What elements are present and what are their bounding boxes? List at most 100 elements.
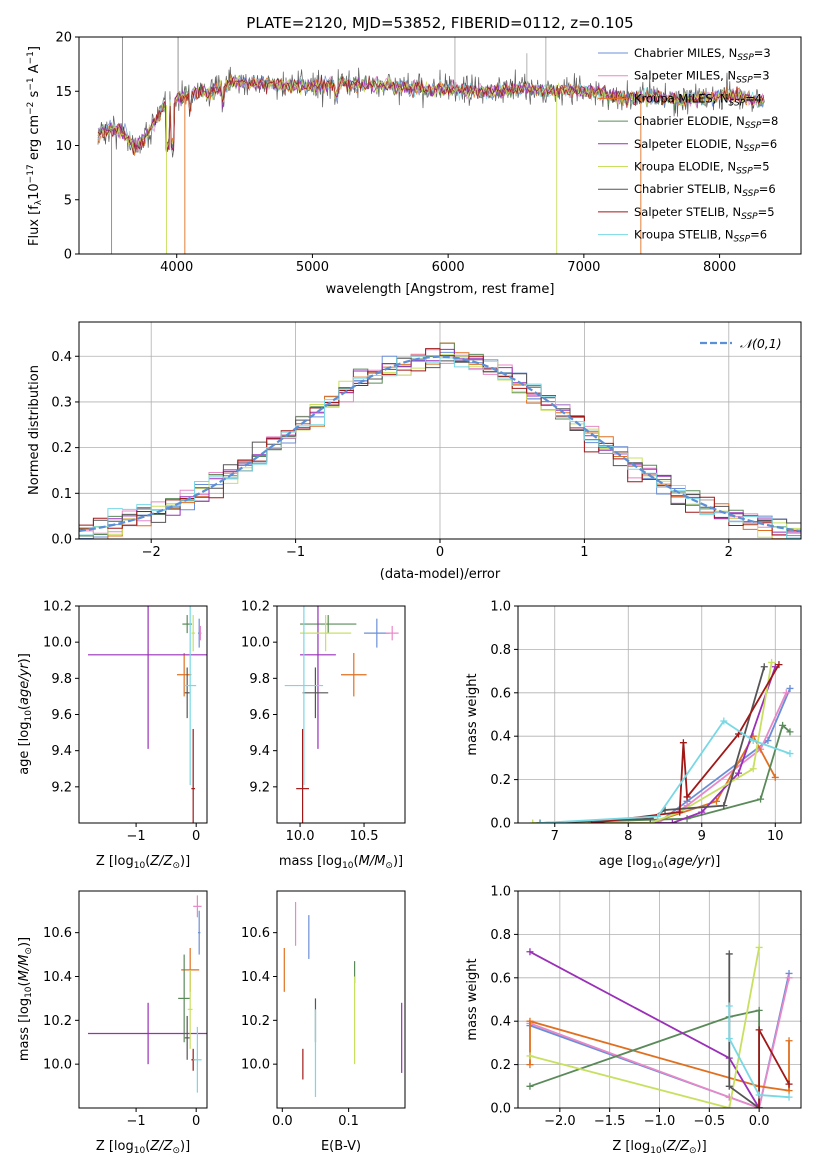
legend-entry: Kroupa ELODIE, NSSP=5 <box>634 160 770 177</box>
label-part: s <box>27 90 42 101</box>
y-tick-label: 0.1 <box>51 487 72 502</box>
weight-marker <box>785 974 793 982</box>
label-part: ( <box>17 981 32 986</box>
weight-marker <box>526 1082 534 1090</box>
weight-marker <box>771 773 779 781</box>
weight-marker <box>725 1035 733 1043</box>
errorbar-point <box>193 1026 202 1093</box>
weight-marker <box>785 1037 793 1045</box>
label-part: Chabrier MILES, N <box>634 46 737 60</box>
x-tick-label: −2.0 <box>544 1114 576 1129</box>
x-tick-label: 8000 <box>703 260 736 275</box>
label-part: 10 <box>27 183 42 200</box>
legend-entry: Chabrier MILES, NSSP=3 <box>634 46 771 63</box>
figure-title: PLATE=2120, MJD=53852, FIBERID=0112, z=0… <box>246 14 633 32</box>
errorbar-point <box>341 653 367 697</box>
label-part: 10 <box>650 1146 662 1156</box>
weight-marker <box>712 797 720 805</box>
plot-area <box>97 37 765 254</box>
label-part: Kroupa MILES, N <box>634 91 729 105</box>
weight-line-salpeter-miles <box>529 977 790 1108</box>
weight-marker <box>775 661 783 669</box>
errorbar-point <box>385 625 399 641</box>
weight-line-kroupa-elodie <box>529 947 760 1108</box>
label-part: Z [log <box>96 1139 134 1154</box>
y-axis-label: mass weight <box>465 673 480 755</box>
histogram-kroupa-stelib <box>79 355 801 539</box>
y-tick-label: 20 <box>55 31 72 46</box>
axes-frame <box>78 605 208 824</box>
x-tick-label: −1 <box>127 1114 146 1129</box>
label-part: E(B-V) <box>321 1139 361 1154</box>
errorbar-point <box>184 606 197 786</box>
x-tick-label: −1.0 <box>644 1114 676 1129</box>
label-part: Chabrier ELODIE, N <box>634 114 745 128</box>
x-tick-label: 0 <box>192 1114 200 1129</box>
plot-area <box>88 895 207 1093</box>
axes-frame <box>517 605 802 824</box>
weight-marker <box>654 812 662 820</box>
label-part: ( <box>145 1139 150 1154</box>
y-tick-label: 10.0 <box>241 1058 270 1073</box>
y-tick-label: 9.2 <box>249 780 270 795</box>
label-part: Salpeter ELODIE, N <box>634 137 744 151</box>
label-part: Z [log <box>612 1139 650 1154</box>
x-axis-label: Z [log10(Z/Z⊙)] <box>96 1139 190 1156</box>
errorbar-point <box>302 667 329 719</box>
errorbar-point <box>88 1002 207 1065</box>
axes-mass_vs_Z: −1 010.010.210.410.6Z [log10(Z/Z⊙)]mass [… <box>17 890 208 1156</box>
label-part: )] <box>393 854 403 869</box>
x-axis-label: (data-model)/error <box>380 567 501 582</box>
plot-area <box>283 901 403 1098</box>
x-tick-label: 2 <box>725 545 733 560</box>
y-tick-label: 9.8 <box>51 672 72 687</box>
errorbar-point <box>184 1015 190 1060</box>
errorbar-point <box>191 615 195 652</box>
axes-spectrum: 4000 5000 6000 7000 8000 0 5 10 15 20 wavelength [… <box>26 31 802 297</box>
weight-marker <box>526 1061 534 1069</box>
histogram-salpeter-stelib <box>79 348 801 536</box>
label-part: Chabrier STELIB, N <box>634 182 742 196</box>
label-part: )] <box>17 937 32 947</box>
label-part: )] <box>180 854 190 869</box>
weight-marker <box>755 1006 763 1014</box>
errorbar-point <box>364 618 390 648</box>
y-axis-label: mass weight <box>465 958 480 1040</box>
y-axis-label: age [log10(age/yr)] <box>17 653 34 775</box>
y-tick-label: 10 <box>55 139 72 154</box>
weight-marker <box>749 765 757 773</box>
errorbar-point <box>187 969 193 1049</box>
label-part: 10 <box>134 861 146 871</box>
weight-line-salpeter-stelib <box>591 664 780 823</box>
spectrum-line-kroupa-elodie <box>97 75 765 152</box>
y-tick-label: 0.8 <box>490 928 511 943</box>
spectrum-line-salpeter-stelib <box>97 74 765 155</box>
errorbar-point <box>88 606 207 749</box>
legend-entry: Chabrier STELIB, NSSP=6 <box>634 182 776 199</box>
label-part: ( <box>663 854 668 869</box>
weight-marker <box>785 1087 793 1095</box>
weight-marker <box>785 1093 793 1101</box>
label-part: λ <box>34 199 44 205</box>
y-tick-label: 9.6 <box>51 708 72 723</box>
label-part: =5 <box>758 205 775 219</box>
label-part: ] <box>27 46 42 51</box>
y-tick-label: 10.4 <box>43 970 72 985</box>
y-axis-label: mass [log10(M/M⊙)] <box>17 937 34 1061</box>
label-part: ⊙ <box>385 861 393 871</box>
weight-marker <box>725 1002 733 1010</box>
weight-line-kroupa-stelib <box>728 1006 790 1099</box>
errorbar-point <box>176 653 192 697</box>
label-part: SSP <box>736 167 753 177</box>
label-part: −17 <box>26 164 36 183</box>
x-tick-label: 0 <box>436 545 444 560</box>
y-tick-label: 0.2 <box>490 773 511 788</box>
weight-marker <box>526 1017 534 1025</box>
weight-marker <box>668 819 676 823</box>
label-part: =4 <box>745 91 762 105</box>
legend-entry: Salpeter MILES, NSSP=3 <box>634 69 770 86</box>
x-tick-label: −1 <box>127 829 146 844</box>
label-part: =6 <box>750 228 767 242</box>
